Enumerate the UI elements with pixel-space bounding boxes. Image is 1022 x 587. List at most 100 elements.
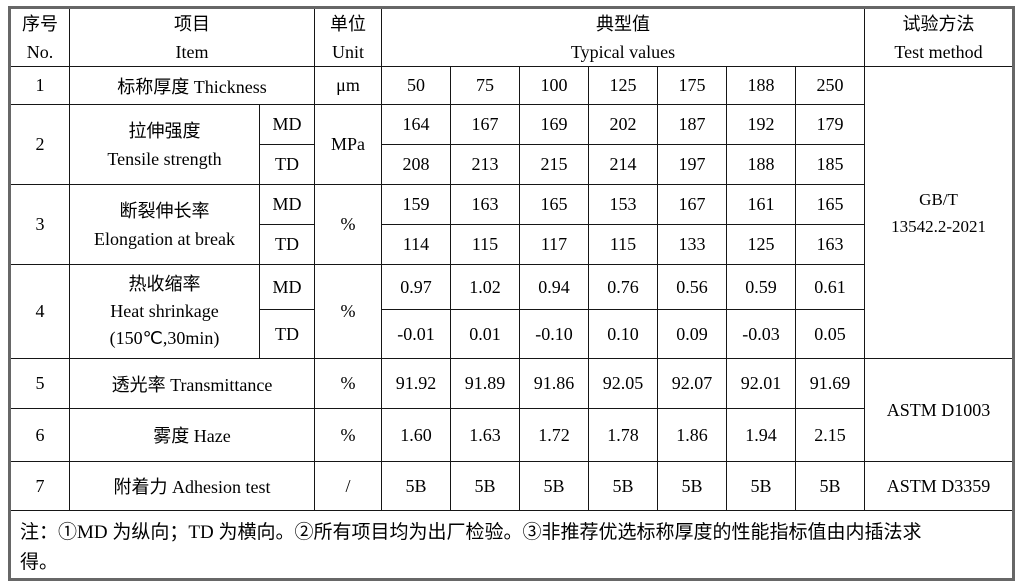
header-unit-en: Unit xyxy=(331,41,364,62)
cell-value: 1.78 xyxy=(588,408,658,462)
item-en: Elongation at break xyxy=(94,228,235,249)
cell-value: 117 xyxy=(519,224,589,265)
cell-item-label: 拉伸强度 Tensile strength xyxy=(69,104,260,185)
table-row-elongation-md: 3 断裂伸长率 Elongation at break MD % 159 163… xyxy=(9,184,1014,265)
header-typical-en: Typical values xyxy=(570,41,676,62)
header-cell-no: 序号 No. xyxy=(9,7,70,67)
cell-value: 5B xyxy=(794,461,866,511)
header-item-en: Item xyxy=(175,41,209,62)
cell-value: 0.97 xyxy=(381,264,451,310)
cell-value: 0.09 xyxy=(657,309,727,359)
cell-value: 208 xyxy=(381,144,451,185)
cell-value: 92.07 xyxy=(657,358,727,409)
cell-value: 165 xyxy=(794,184,866,225)
cell-value: 167 xyxy=(450,104,520,145)
cell-value: 153 xyxy=(588,184,658,225)
cell-test-method-astm-adhesion: ASTM D3359 xyxy=(864,461,1015,511)
cell-value: 125 xyxy=(588,66,658,105)
table-row-shrinkage-md: 4 热收缩率 Heat shrinkage (150℃,30min) MD % … xyxy=(9,264,1014,359)
cell-value: -0.01 xyxy=(381,309,451,359)
cell-value: 165 xyxy=(519,184,589,225)
cell-item-label: 透光率 Transmittance xyxy=(69,358,315,409)
item-zh: 热收缩率 xyxy=(128,274,201,294)
cell-value: 163 xyxy=(794,224,866,265)
cell-unit: μm xyxy=(314,66,382,105)
table-row-tensile-td: TD 208 213 215 214 197 188 185 xyxy=(10,144,1014,185)
cell-value: 202 xyxy=(588,104,658,145)
cell-value: 50 xyxy=(381,66,451,105)
footnote: 注：①MD 为纵向；TD 为横向。②所有项目均为出厂检验。③非推荐优选标称厚度的… xyxy=(8,510,1015,580)
cell-unit: / xyxy=(314,461,382,511)
cell-value: 214 xyxy=(588,144,658,185)
cell-unit: % xyxy=(314,264,382,359)
cell-item-label: 附着力 Adhesion test xyxy=(69,461,315,511)
header-typical-zh: 典型值 xyxy=(596,13,651,34)
header-no-en: No. xyxy=(26,41,54,62)
cell-value: 197 xyxy=(657,144,727,185)
cell-unit: MPa xyxy=(314,104,382,185)
table-row-haze: 6 雾度 Haze % 1.60 1.63 1.72 1.78 1.86 1.9… xyxy=(9,408,1014,462)
item-en: Tensile strength xyxy=(107,148,222,169)
header-method-zh: 试验方法 xyxy=(902,13,975,34)
item-condition: (150℃,30min) xyxy=(109,328,220,348)
cell-row-no: 2 xyxy=(9,104,70,185)
cell-value: 91.69 xyxy=(794,358,866,409)
cell-row-no: 3 xyxy=(9,184,70,265)
header-item-zh: 项目 xyxy=(174,13,210,34)
header-method-en: Test method xyxy=(894,41,983,62)
cell-value: 133 xyxy=(657,224,727,265)
cell-row-no: 7 xyxy=(9,461,70,511)
header-unit-zh: 单位 xyxy=(330,13,366,34)
cell-value: 2.15 xyxy=(794,408,866,462)
cell-value: 0.56 xyxy=(657,264,727,310)
cell-item-label: 标称厚度 Thickness xyxy=(69,66,315,105)
cell-direction-md: MD xyxy=(259,104,315,145)
cell-value: 91.92 xyxy=(381,358,451,409)
item-zh: 断裂伸长率 xyxy=(119,200,210,221)
cell-value: 5B xyxy=(519,461,589,511)
table-row-shrinkage-td: TD -0.01 0.01 -0.10 0.10 0.09 -0.03 0.05 xyxy=(10,309,1014,359)
cell-value: 1.02 xyxy=(450,264,520,310)
cell-value: -0.03 xyxy=(726,309,796,359)
header-cell-item: 项目 Item xyxy=(69,7,315,67)
cell-unit: % xyxy=(314,358,382,409)
cell-direction-md: MD xyxy=(259,264,315,310)
cell-value: 163 xyxy=(450,184,520,225)
footnote-line2: 得。 xyxy=(20,552,59,573)
table-note-row: 注：①MD 为纵向；TD 为横向。②所有项目均为出厂检验。③非推荐优选标称厚度的… xyxy=(8,510,1015,580)
cell-value: 125 xyxy=(726,224,796,265)
table-row-adhesion: 7 附着力 Adhesion test / 5B 5B 5B 5B 5B 5B … xyxy=(9,461,1015,511)
cell-value: 179 xyxy=(794,104,866,145)
cell-item-label: 雾度 Haze xyxy=(69,408,315,462)
cell-value: 5B xyxy=(657,461,727,511)
cell-value: 5B xyxy=(381,461,451,511)
cell-test-method-astm-optical: ASTM D1003 xyxy=(864,358,1015,462)
cell-value: 159 xyxy=(381,184,451,225)
cell-row-no: 1 xyxy=(9,66,70,105)
cell-value: 5B xyxy=(450,461,520,511)
item-en: Heat shrinkage xyxy=(110,301,219,321)
cell-value: 187 xyxy=(657,104,727,145)
cell-value: 188 xyxy=(726,144,796,185)
cell-value: 175 xyxy=(657,66,727,105)
table-row-elongation-td: TD 114 115 117 115 133 125 163 xyxy=(10,224,1014,265)
cell-value: 100 xyxy=(519,66,589,105)
cell-value: -0.10 xyxy=(519,309,589,359)
cell-row-no: 4 xyxy=(9,264,70,359)
cell-value: 1.72 xyxy=(519,408,589,462)
cell-value: 1.86 xyxy=(657,408,727,462)
cell-value: 0.76 xyxy=(588,264,658,310)
gbt-line2: 13542.2-2021 xyxy=(891,216,986,236)
cell-value: 0.01 xyxy=(450,309,520,359)
cell-value: 1.60 xyxy=(381,408,451,462)
cell-value: 5B xyxy=(588,461,658,511)
cell-value: 92.01 xyxy=(726,358,796,409)
cell-value: 0.05 xyxy=(794,309,866,359)
header-cell-test-method: 试验方法 Test method xyxy=(864,7,1015,67)
cell-value: 161 xyxy=(726,184,796,225)
cell-row-no: 5 xyxy=(9,358,70,409)
cell-value: 0.59 xyxy=(726,264,796,310)
table-row-thickness: 1 标称厚度 Thickness μm 50 75 100 125 175 18… xyxy=(9,66,1015,359)
spec-table: 序号 No. 项目 Item 单位 Unit 典型值 Typical value… xyxy=(8,6,1016,581)
header-cell-typical-values: 典型值 Typical values xyxy=(380,7,866,67)
